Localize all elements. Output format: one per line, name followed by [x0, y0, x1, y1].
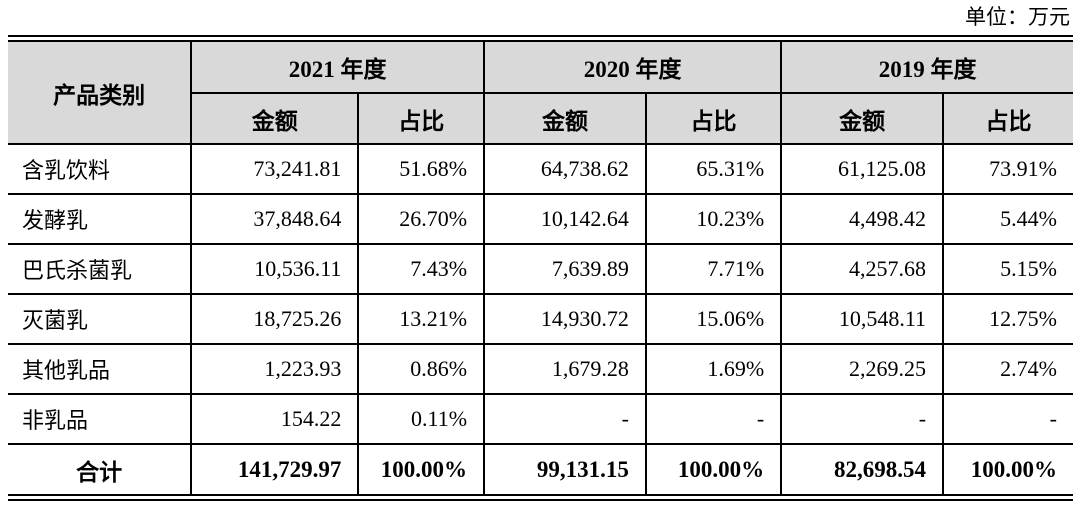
- header-row-subcolumns: 金额 占比 金额 占比 金额 占比: [8, 92, 1073, 145]
- revenue-by-product-table: 产品类别 2021 年度 2020 年度 2019 年度 金额 占比 金额 占比…: [8, 42, 1073, 494]
- table-row-dairy-beverage: 含乳饮料 73,241.81 51.68% 64,738.62 65.31% 6…: [8, 143, 1073, 195]
- amount-2020-cell: -: [483, 393, 647, 445]
- ratio-2021-cell: 26.70%: [357, 193, 486, 245]
- ratio-2020-cell: 1.69%: [644, 343, 783, 395]
- ratio-2020-cell: 7.71%: [644, 243, 783, 295]
- col-header-year-2019: 2019 年度: [780, 42, 1073, 94]
- unit-label: 单位：万元: [965, 5, 1070, 29]
- col-header-amount-2021: 金额: [190, 92, 360, 145]
- amount-2021-cell: 37,848.64: [190, 193, 360, 245]
- amount-2020-cell: 64,738.62: [483, 143, 647, 195]
- ratio-2021-cell: 0.86%: [357, 343, 486, 395]
- table-row-pasteurized-milk: 巴氏杀菌乳 10,536.11 7.43% 7,639.89 7.71% 4,2…: [8, 243, 1073, 295]
- ratio-2019-cell: -: [942, 393, 1073, 445]
- amount-2019-cell: 61,125.08: [780, 143, 945, 195]
- product-revenue-table: 产品类别 2021 年度 2020 年度 2019 年度 金额 占比 金额 占比…: [8, 35, 1073, 501]
- table-row-sterilized-milk: 灭菌乳 18,725.26 13.21% 14,930.72 15.06% 10…: [8, 293, 1073, 345]
- total-amount-2020-cell: 99,131.15: [483, 443, 647, 494]
- ratio-2020-cell: -: [644, 393, 783, 445]
- ratio-2019-cell: 73.91%: [942, 143, 1073, 195]
- amount-2019-cell: 10,548.11: [780, 293, 945, 345]
- col-header-year-2021: 2021 年度: [190, 42, 486, 94]
- ratio-2019-cell: 12.75%: [942, 293, 1073, 345]
- ratio-2021-cell: 13.21%: [357, 293, 486, 345]
- col-header-ratio-2020: 占比: [644, 92, 783, 145]
- ratio-2019-cell: 5.44%: [942, 193, 1073, 245]
- table-row-non-dairy: 非乳品 154.22 0.11% - - - -: [8, 393, 1073, 445]
- table-row-fermented-milk: 发酵乳 37,848.64 26.70% 10,142.64 10.23% 4,…: [8, 193, 1073, 245]
- amount-2021-cell: 10,536.11: [190, 243, 360, 295]
- col-header-year-2020: 2020 年度: [483, 42, 783, 94]
- col-header-amount-2019: 金额: [780, 92, 945, 145]
- total-label-cell: 合计: [8, 443, 193, 494]
- col-header-product-category: 产品类别: [8, 42, 193, 145]
- ratio-2019-cell: 5.15%: [942, 243, 1073, 295]
- total-ratio-2020-cell: 100.00%: [644, 443, 783, 494]
- amount-2019-cell: 4,257.68: [780, 243, 945, 295]
- amount-2019-cell: 2,269.25: [780, 343, 945, 395]
- amount-2019-cell: 4,498.42: [780, 193, 945, 245]
- category-cell: 发酵乳: [8, 193, 193, 245]
- ratio-2020-cell: 15.06%: [644, 293, 783, 345]
- ratio-2020-cell: 65.31%: [644, 143, 783, 195]
- ratio-2019-cell: 2.74%: [942, 343, 1073, 395]
- total-ratio-2021-cell: 100.00%: [357, 443, 486, 494]
- category-cell: 含乳饮料: [8, 143, 193, 195]
- category-cell: 非乳品: [8, 393, 193, 445]
- amount-2020-cell: 10,142.64: [483, 193, 647, 245]
- category-cell: 巴氏杀菌乳: [8, 243, 193, 295]
- amount-2020-cell: 14,930.72: [483, 293, 647, 345]
- category-cell: 其他乳品: [8, 343, 193, 395]
- ratio-2020-cell: 10.23%: [644, 193, 783, 245]
- col-header-ratio-2021: 占比: [357, 92, 486, 145]
- ratio-2021-cell: 0.11%: [357, 393, 486, 445]
- amount-2020-cell: 1,679.28: [483, 343, 647, 395]
- table-row-other-dairy: 其他乳品 1,223.93 0.86% 1,679.28 1.69% 2,269…: [8, 343, 1073, 395]
- category-cell: 灭菌乳: [8, 293, 193, 345]
- amount-2021-cell: 18,725.26: [190, 293, 360, 345]
- table-row-total: 合计 141,729.97 100.00% 99,131.15 100.00% …: [8, 443, 1073, 494]
- amount-2021-cell: 73,241.81: [190, 143, 360, 195]
- amount-2021-cell: 1,223.93: [190, 343, 360, 395]
- total-amount-2019-cell: 82,698.54: [780, 443, 945, 494]
- ratio-2021-cell: 51.68%: [357, 143, 486, 195]
- amount-2020-cell: 7,639.89: [483, 243, 647, 295]
- header-row-years: 产品类别 2021 年度 2020 年度 2019 年度: [8, 42, 1073, 145]
- total-amount-2021-cell: 141,729.97: [190, 443, 360, 494]
- total-ratio-2019-cell: 100.00%: [942, 443, 1073, 494]
- amount-2019-cell: -: [780, 393, 945, 445]
- ratio-2021-cell: 7.43%: [357, 243, 486, 295]
- col-header-ratio-2019: 占比: [942, 92, 1073, 145]
- col-header-amount-2020: 金额: [483, 92, 647, 145]
- amount-2021-cell: 154.22: [190, 393, 360, 445]
